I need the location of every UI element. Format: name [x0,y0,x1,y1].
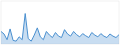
chart [0,0,120,45]
plot-area [1,14,119,44]
area-fill [1,14,119,44]
line [1,14,119,42]
plot-frame [1,1,119,44]
chart-container [0,0,120,45]
